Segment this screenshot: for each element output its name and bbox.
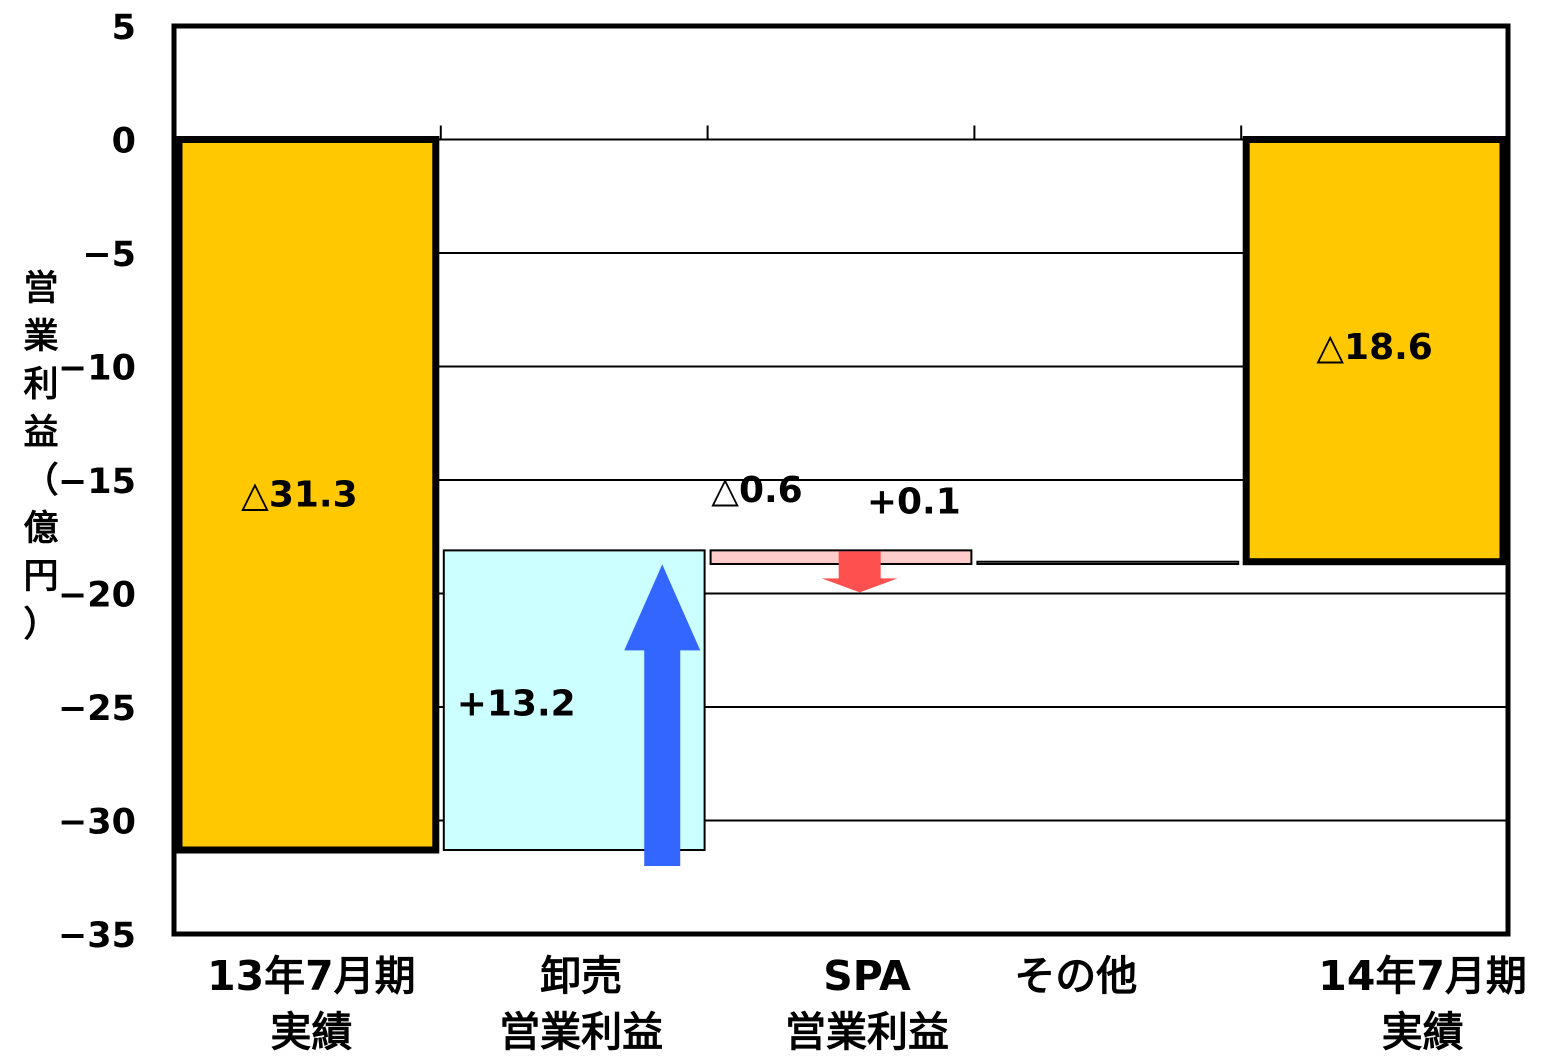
bar-change bbox=[976, 560, 1240, 565]
y-tick-label: 5 bbox=[112, 8, 136, 48]
category-label: SPA bbox=[823, 952, 911, 1000]
category-label: 営業利益 bbox=[785, 1008, 949, 1056]
y-axis-label-char: ） bbox=[23, 605, 58, 645]
y-tick-label: −5 bbox=[82, 235, 136, 275]
y-axis-label: 営業利益 （ 億円 ） bbox=[23, 269, 58, 645]
data-label: +13.2 bbox=[457, 683, 576, 724]
increase-arrow bbox=[624, 564, 701, 867]
data-label: △18.6 bbox=[1316, 327, 1433, 368]
y-axis-label-char: 億 bbox=[23, 509, 58, 549]
y-axis-label-char: 円 bbox=[23, 557, 58, 597]
data-label: △0.6 bbox=[711, 470, 802, 511]
y-tick-label: −30 bbox=[58, 803, 136, 843]
y-axis-label-char: 営 bbox=[23, 269, 58, 309]
y-axis-label-char: 益 bbox=[23, 413, 58, 453]
category-label: その他 bbox=[1014, 952, 1137, 1000]
plot-frame bbox=[171, 23, 1511, 937]
bar-total bbox=[175, 136, 440, 854]
data-label: +0.1 bbox=[867, 481, 961, 522]
y-axis-label-char: （ bbox=[23, 461, 58, 501]
y-tick-label: −20 bbox=[58, 576, 136, 616]
bars bbox=[175, 136, 1507, 854]
decrease-arrow bbox=[821, 551, 898, 593]
y-axis-label-char: 業 bbox=[23, 317, 58, 357]
category-label: 卸売 bbox=[540, 952, 622, 1000]
y-tick-label: 0 bbox=[112, 122, 136, 162]
y-tick-label: −15 bbox=[58, 462, 136, 502]
y-tick-label: −25 bbox=[58, 689, 136, 729]
category-label: 13年7月期 bbox=[207, 952, 416, 1000]
data-label: △31.3 bbox=[241, 475, 358, 516]
category-label: 実績 bbox=[1382, 1008, 1464, 1056]
y-tick-label: −10 bbox=[58, 349, 136, 389]
y-tick-label: −35 bbox=[58, 916, 136, 956]
data-labels: △31.3 +13.2 △0.6 +0.1 △18.6 bbox=[241, 327, 1433, 724]
category-label: 営業利益 bbox=[499, 1008, 663, 1056]
category-label: 実績 bbox=[270, 1008, 352, 1056]
y-axis-label-char: 利 bbox=[23, 365, 58, 405]
bar-total bbox=[1242, 136, 1507, 566]
y-tick-labels: 5 0 −5 −10 −15 −20 −25 −30 −35 bbox=[58, 8, 136, 956]
change-arrows bbox=[624, 551, 898, 867]
category-label: 14年7月期 bbox=[1318, 952, 1527, 1000]
